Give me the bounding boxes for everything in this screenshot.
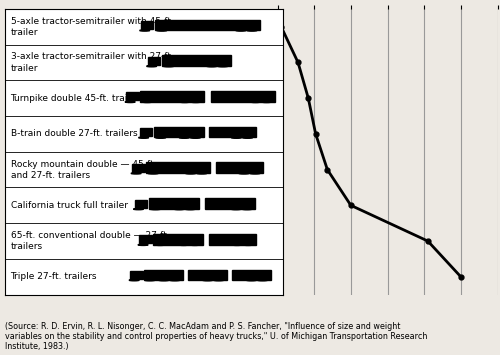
Bar xyxy=(216,163,264,173)
Circle shape xyxy=(150,208,160,210)
Circle shape xyxy=(178,244,188,245)
Circle shape xyxy=(191,101,201,103)
Circle shape xyxy=(148,173,158,174)
Circle shape xyxy=(190,244,200,245)
Circle shape xyxy=(246,279,256,281)
Bar xyxy=(211,91,275,102)
Circle shape xyxy=(164,66,173,67)
Circle shape xyxy=(197,173,206,174)
Bar xyxy=(141,21,154,29)
Circle shape xyxy=(214,279,224,281)
Circle shape xyxy=(134,208,143,210)
Circle shape xyxy=(206,66,216,67)
Circle shape xyxy=(242,208,252,210)
Circle shape xyxy=(250,173,260,174)
Bar xyxy=(144,270,183,280)
Circle shape xyxy=(190,137,200,138)
Circle shape xyxy=(138,244,148,245)
Bar xyxy=(232,270,271,280)
Circle shape xyxy=(125,101,135,103)
Circle shape xyxy=(170,279,180,281)
Circle shape xyxy=(155,244,165,245)
Circle shape xyxy=(243,244,253,245)
Bar xyxy=(153,234,203,245)
Text: 5-axle tractor-semitrailer with 45-ft.
trailer: 5-axle tractor-semitrailer with 45-ft. t… xyxy=(10,17,173,37)
Circle shape xyxy=(202,279,212,281)
Circle shape xyxy=(242,137,252,138)
Circle shape xyxy=(140,30,149,31)
Circle shape xyxy=(250,101,260,103)
Text: 65-ft. conventional double — 27-ft.
trailers: 65-ft. conventional double — 27-ft. trai… xyxy=(10,231,170,251)
Bar xyxy=(134,200,147,208)
Circle shape xyxy=(142,101,152,103)
Circle shape xyxy=(129,279,139,281)
Text: Rocky mountain double — 45-ft.
and 27-ft. trailers: Rocky mountain double — 45-ft. and 27-ft… xyxy=(10,160,156,180)
Circle shape xyxy=(180,137,190,138)
Text: Triple 27-ft. trailers: Triple 27-ft. trailers xyxy=(10,272,97,281)
Circle shape xyxy=(146,66,156,67)
Bar xyxy=(126,92,139,100)
Circle shape xyxy=(218,66,228,67)
Circle shape xyxy=(186,173,196,174)
Text: Turnpike double 45-ft. trailers: Turnpike double 45-ft. trailers xyxy=(10,94,144,103)
Circle shape xyxy=(232,244,242,245)
Text: B-train double 27-ft. trailers: B-train double 27-ft. trailers xyxy=(10,130,137,138)
Circle shape xyxy=(157,30,167,31)
Bar xyxy=(130,271,143,279)
Bar xyxy=(206,198,256,209)
Circle shape xyxy=(138,137,148,138)
Circle shape xyxy=(236,30,246,31)
Bar xyxy=(208,127,256,137)
Bar xyxy=(140,235,152,244)
Circle shape xyxy=(231,208,241,210)
Bar xyxy=(209,234,256,245)
Circle shape xyxy=(258,279,268,281)
Circle shape xyxy=(247,30,257,31)
Bar xyxy=(162,55,231,66)
Circle shape xyxy=(185,208,195,210)
Bar xyxy=(132,164,145,172)
Bar xyxy=(154,127,204,137)
Circle shape xyxy=(158,279,168,281)
Bar xyxy=(140,91,204,102)
Circle shape xyxy=(174,208,184,210)
Text: California truck full trailer: California truck full trailer xyxy=(10,201,128,210)
Bar xyxy=(148,198,198,209)
Text: 3-axle tractor-semitrailer with 27-ft.
trailer: 3-axle tractor-semitrailer with 27-ft. t… xyxy=(10,53,173,72)
Circle shape xyxy=(262,101,272,103)
Circle shape xyxy=(232,137,241,138)
Circle shape xyxy=(131,173,141,174)
Circle shape xyxy=(145,279,155,281)
Bar xyxy=(146,163,210,173)
Bar xyxy=(155,20,260,30)
Bar xyxy=(148,57,160,65)
Circle shape xyxy=(180,101,190,103)
Bar xyxy=(140,128,152,136)
Circle shape xyxy=(156,137,166,138)
Bar xyxy=(188,270,227,280)
Circle shape xyxy=(239,173,249,174)
Text: (Source: R. D. Ervin, R. L. Nisonger, C. C. MacAdam and P. S. Fancher, "Influenc: (Source: R. D. Ervin, R. L. Nisonger, C.… xyxy=(5,322,428,351)
